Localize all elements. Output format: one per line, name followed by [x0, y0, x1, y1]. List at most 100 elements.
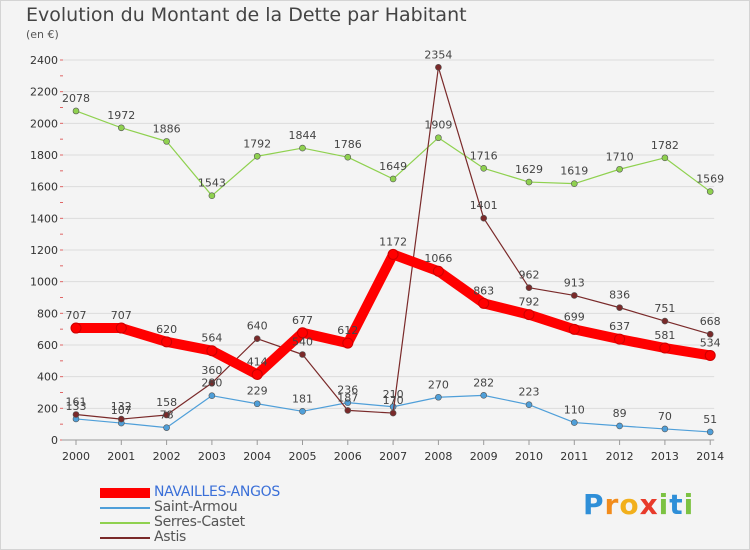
- legend-item: Saint-Armou: [100, 499, 360, 515]
- data-label: 1909: [424, 119, 452, 132]
- data-label: 581: [654, 329, 675, 342]
- legend-item: Serres-Castet: [100, 514, 360, 530]
- data-point: [614, 333, 626, 345]
- data-point: [704, 349, 716, 361]
- data-point: [299, 351, 306, 358]
- legend-label: Serres-Castet: [154, 514, 245, 530]
- data-label: 534: [700, 336, 721, 349]
- legend-label: Saint-Armou: [154, 499, 238, 515]
- legend: NAVAILLES-ANGOS Saint-Armou Serres-Castet A…: [100, 484, 360, 545]
- data-label: 863: [473, 284, 494, 297]
- axes: 0 200 400 600 800 1000 1200 1400 1600 1800 2000 220…: [30, 54, 724, 463]
- x-tick-label: 2006: [334, 450, 362, 463]
- y-tick-label: 1000: [30, 276, 58, 289]
- legend-label: NAVAILLES-ANGOS: [154, 484, 280, 500]
- data-label: 158: [156, 396, 177, 409]
- y-tick-label: 1600: [30, 181, 58, 194]
- data-point: [253, 152, 261, 160]
- data-point: [163, 138, 170, 145]
- data-label: 1401: [470, 199, 498, 212]
- data-point: [570, 180, 578, 187]
- data-point: [435, 393, 442, 401]
- data-point: [118, 124, 125, 132]
- data-label: 1886: [153, 122, 181, 135]
- legend-swatch: [100, 488, 150, 498]
- legend-swatch: [100, 537, 150, 539]
- x-tick-label: 2000: [62, 450, 90, 463]
- data-point: [208, 379, 216, 387]
- chart-subtitle: (en €): [26, 28, 59, 41]
- data-label: 236: [337, 384, 358, 397]
- x-tick-label: 2001: [107, 450, 135, 463]
- logo-letter: i: [658, 488, 670, 521]
- data-point: [480, 392, 488, 399]
- logo-letter: x: [639, 488, 659, 521]
- data-label: 1543: [198, 177, 226, 190]
- logo-letter: P: [583, 488, 605, 521]
- data-point: [706, 330, 714, 338]
- x-tick-label: 2011: [560, 450, 588, 463]
- data-label: 1782: [651, 139, 679, 152]
- data-point: [72, 107, 80, 115]
- data-label: 107: [111, 404, 132, 417]
- data-label: 89: [613, 407, 627, 420]
- data-label: 1844: [289, 129, 317, 142]
- data-label: 792: [519, 296, 540, 309]
- logo-letter: r: [604, 488, 620, 521]
- data-point: [525, 284, 533, 291]
- data-label: 223: [519, 386, 540, 399]
- legend-label: Astis: [154, 529, 187, 545]
- data-point: [208, 192, 216, 199]
- data-point: [253, 335, 261, 342]
- data-point: [480, 214, 488, 222]
- data-label: 612: [337, 324, 358, 337]
- data-label: 668: [700, 315, 721, 328]
- x-tick-label: 2007: [379, 450, 407, 463]
- data-label: 1629: [515, 163, 543, 176]
- data-label: 161: [66, 396, 87, 409]
- data-label: 677: [292, 314, 313, 327]
- data-point: [72, 411, 80, 418]
- x-tick-label: 2013: [651, 450, 679, 463]
- legend-item: Astis: [100, 529, 360, 545]
- data-point: [568, 323, 580, 335]
- data-label: 1619: [560, 165, 588, 178]
- data-label: 110: [564, 404, 585, 417]
- data-labels: 707 707 620 564 414 677 612 1172 1066 863 792 699 63…: [62, 48, 724, 426]
- data-label: 132: [111, 400, 132, 413]
- data-label: 1716: [470, 149, 498, 162]
- data-point: [206, 345, 218, 357]
- data-label: 836: [609, 289, 630, 302]
- data-point: [251, 368, 263, 380]
- y-tick-label: 2400: [30, 54, 58, 67]
- data-point: [706, 188, 714, 195]
- data-label: 1786: [334, 138, 362, 151]
- grid: [62, 59, 715, 409]
- data-point: [163, 411, 170, 419]
- y-tick-label: 2000: [30, 117, 58, 130]
- data-label: 751: [654, 302, 675, 315]
- y-tick-label: 800: [37, 307, 58, 320]
- data-label: 707: [111, 309, 132, 322]
- logo-letter: i: [683, 488, 695, 521]
- data-point: [299, 144, 306, 152]
- data-point: [523, 309, 535, 321]
- data-point: [115, 322, 127, 334]
- data-label: 70: [658, 410, 672, 423]
- data-point: [659, 342, 671, 354]
- data-point: [661, 317, 669, 325]
- x-tick-label: 2012: [606, 450, 634, 463]
- data-label: 1649: [379, 160, 407, 173]
- data-point: [480, 165, 488, 172]
- data-point: [387, 248, 399, 260]
- data-point: [478, 297, 490, 309]
- data-point: [525, 178, 533, 186]
- chart-title: Evolution du Montant de la Dette par Hab…: [26, 4, 467, 26]
- data-label: 78: [160, 409, 174, 422]
- x-tick-label: 2014: [696, 450, 724, 463]
- data-label: 133: [66, 400, 87, 413]
- y-tick-label: 400: [37, 371, 58, 384]
- data-label: 1066: [424, 252, 452, 265]
- data-label: 210: [383, 388, 404, 401]
